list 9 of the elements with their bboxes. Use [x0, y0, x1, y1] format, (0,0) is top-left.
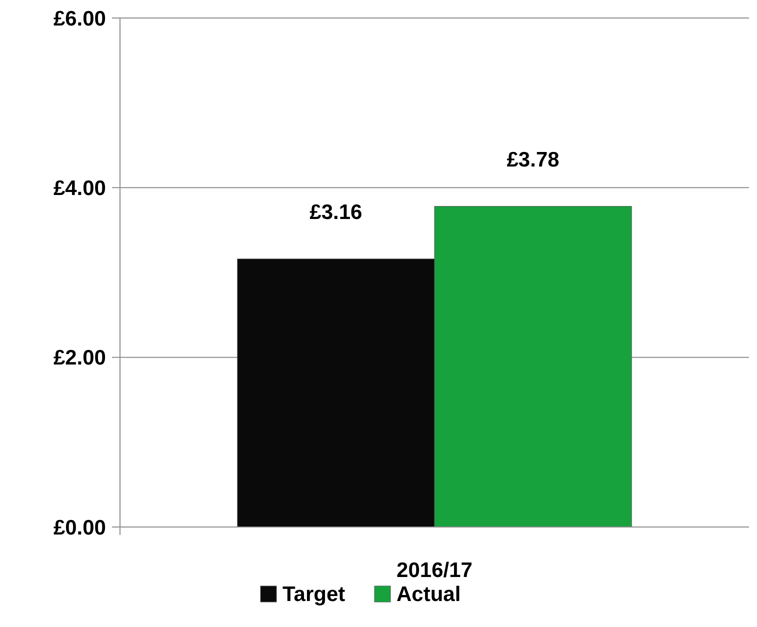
data-label: £3.78: [506, 148, 560, 172]
y-tick-label: £4.00: [53, 177, 106, 200]
legend-label: Actual: [396, 583, 461, 606]
y-tick-label: £6.00: [53, 7, 106, 30]
y-tick-label: £2.00: [53, 346, 106, 370]
data-label: £3.16: [310, 200, 362, 224]
x-tick-label: 2016/17: [396, 559, 472, 582]
legend-label: Target: [282, 583, 346, 606]
y-tick-label: £0.00: [53, 516, 106, 540]
